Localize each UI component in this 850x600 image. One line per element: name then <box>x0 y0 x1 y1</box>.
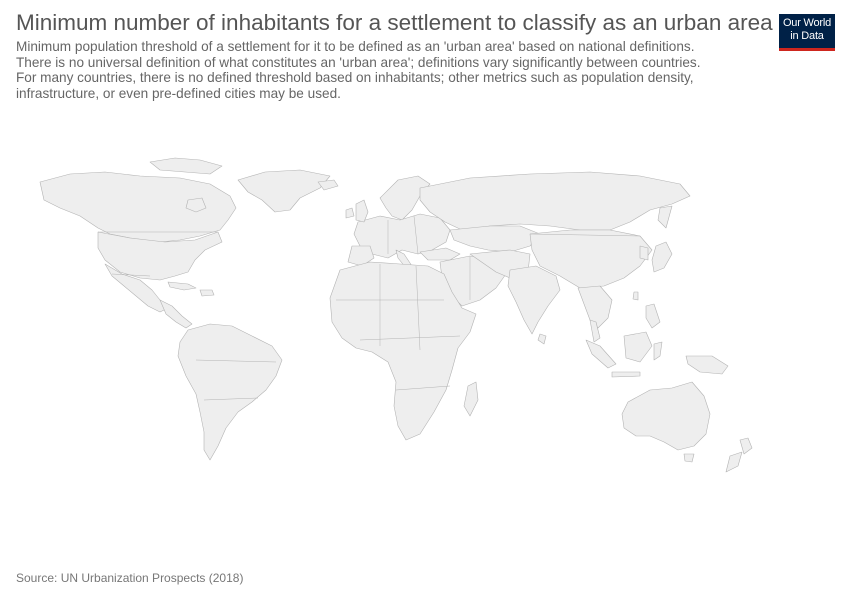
border-south-america-2 <box>203 397 259 401</box>
taiwan <box>632 291 639 301</box>
malay-peninsula <box>589 319 601 343</box>
border-europe-2 <box>413 215 419 255</box>
new-zealand-north <box>739 437 753 455</box>
kamchatka <box>657 205 673 229</box>
java <box>611 371 641 378</box>
hispaniola <box>199 289 215 297</box>
border-africa-north-2 <box>415 265 421 351</box>
border-china-russia <box>529 233 641 237</box>
philippines <box>645 303 661 329</box>
cuba <box>167 281 197 291</box>
turkey <box>419 247 461 261</box>
subtitle-line: For many countries, there is no defined … <box>16 70 694 86</box>
korea <box>639 245 649 261</box>
central-asia <box>449 225 541 253</box>
australia <box>621 381 711 451</box>
canadian-arctic-islands <box>149 157 223 175</box>
greenland <box>237 169 331 213</box>
subtitle-line: infrastructure, or even pre-defined citi… <box>16 85 341 101</box>
iberia <box>347 245 375 267</box>
owid-logo[interactable]: Our World in Data <box>779 14 835 51</box>
china-mongolia <box>529 229 653 289</box>
source-note: Source: UN Urbanization Prospects (2018) <box>16 571 244 585</box>
borneo <box>623 331 653 363</box>
border-south-america-1 <box>195 359 277 363</box>
india <box>507 265 561 335</box>
africa <box>329 261 477 441</box>
sumatra <box>585 339 617 369</box>
south-america <box>177 323 283 461</box>
sri-lanka <box>537 333 547 345</box>
border-us-mexico <box>111 273 151 277</box>
logo-accent-bar <box>779 48 835 51</box>
logo-text-line2: in Data <box>790 30 824 42</box>
subtitle-line: There is no universal definition of what… <box>16 54 701 70</box>
sulawesi <box>653 341 663 361</box>
logo-text-line1: Our World <box>782 17 832 29</box>
central-america <box>159 299 193 329</box>
new-zealand-south <box>725 451 743 473</box>
scandinavia <box>379 175 431 221</box>
chart-subtitle: Minimum population threshold of a settle… <box>16 39 746 101</box>
ireland <box>345 207 355 219</box>
border-africa-south <box>395 385 451 391</box>
indochina <box>577 285 613 329</box>
japan <box>651 241 673 273</box>
subtitle-line: Minimum population threshold of a settle… <box>16 39 695 54</box>
north-america-north <box>39 171 237 243</box>
usa <box>97 231 223 281</box>
chart-title: Minimum number of inhabitants for a sett… <box>16 10 773 35</box>
new-guinea <box>685 355 729 375</box>
world-map[interactable] <box>0 150 850 480</box>
russia <box>419 171 691 231</box>
hudson-bay-island <box>185 197 207 213</box>
madagascar <box>463 381 479 417</box>
tasmania <box>683 453 695 463</box>
iceland <box>317 179 339 191</box>
great-britain <box>355 199 369 223</box>
border-africa-central <box>359 335 461 341</box>
